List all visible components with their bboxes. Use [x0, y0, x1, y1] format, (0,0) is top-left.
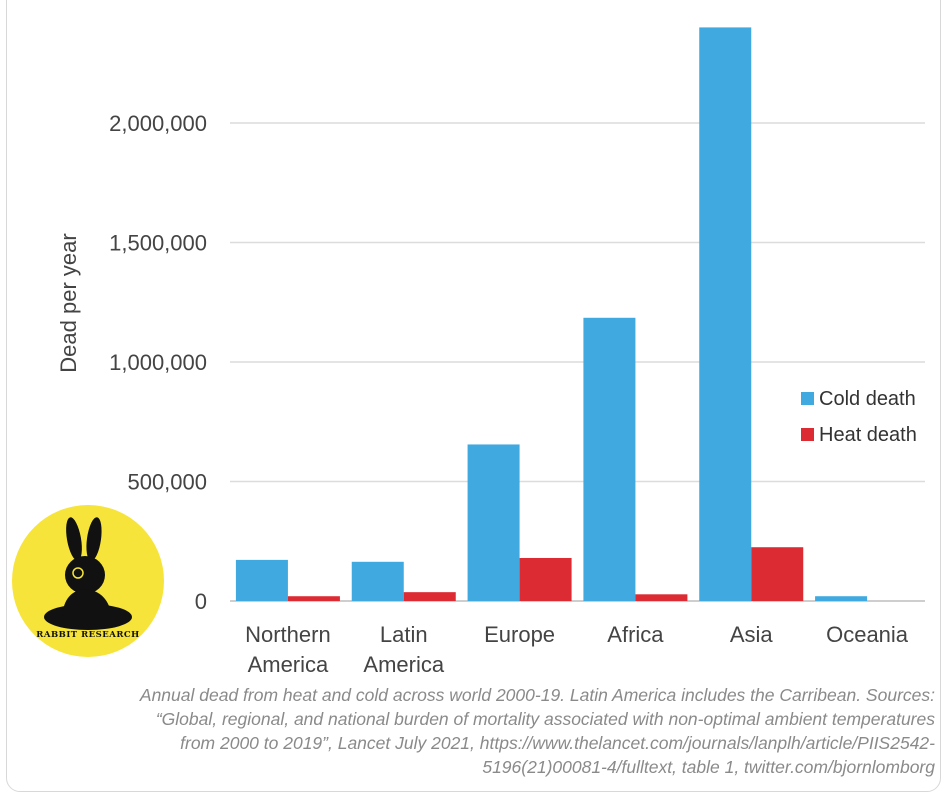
bar-cold-death [351, 561, 404, 601]
y-tick-label: 1,000,000 [109, 350, 207, 375]
x-tick-label: Europe [484, 622, 555, 647]
rabbit-icon [62, 517, 112, 617]
bar-cold-death [467, 444, 520, 601]
bar-heat-death [287, 596, 340, 601]
legend-swatch [801, 428, 814, 441]
y-tick-label: 2,000,000 [109, 111, 207, 136]
x-tick-label: America [248, 652, 329, 677]
x-tick-label: Northern [245, 622, 331, 647]
legend-label: Heat death [819, 424, 917, 446]
legend-label: Cold death [819, 388, 916, 410]
bar-cold-death [815, 596, 868, 601]
x-tick-label: America [363, 652, 444, 677]
bar-cold-death [235, 559, 288, 601]
bar-heat-death [751, 547, 804, 601]
y-tick-label: 500,000 [127, 470, 207, 495]
caption-line: Annual dead from heat and cold across wo… [139, 685, 935, 705]
bar-heat-death [635, 594, 688, 601]
bar-cold-death [583, 317, 636, 601]
y-tick-label: 0 [195, 589, 207, 614]
bar-heat-death [519, 557, 572, 601]
bar-heat-death [403, 592, 456, 601]
source-caption: Annual dead from heat and cold across wo… [10, 683, 935, 779]
rabbit-research-logo: RABBIT RESEARCH [12, 505, 164, 657]
gridlines [230, 122, 925, 602]
caption-line: 5196(21)00081-4/fulltext, table 1, twitt… [482, 757, 935, 777]
bar-cold-death [699, 27, 752, 601]
x-tick-label: Africa [607, 622, 664, 647]
bars [235, 27, 868, 601]
y-axis-label: Dead per year [56, 233, 81, 372]
x-tick-label: Oceania [826, 622, 909, 647]
y-tick-label: 1,500,000 [109, 231, 207, 256]
monocle-icon [72, 567, 84, 579]
legend: Cold death Heat death [801, 388, 917, 446]
caption-line: “Global, regional, and national burden o… [155, 709, 935, 729]
logo-text: RABBIT RESEARCH [36, 630, 139, 640]
x-tick-labels: Northern America Latin America Europe Africa A… [245, 622, 909, 677]
caption-line: from 2000 to 2019”, Lancet July 2021, ht… [180, 733, 935, 753]
y-tick-labels: 0 500,000 1,000,000 1,500,000 2,000,000 [109, 111, 207, 614]
x-tick-label: Asia [730, 622, 774, 647]
x-tick-label: Latin [380, 622, 428, 647]
legend-swatch [801, 392, 814, 405]
chart-card [6, 0, 941, 792]
